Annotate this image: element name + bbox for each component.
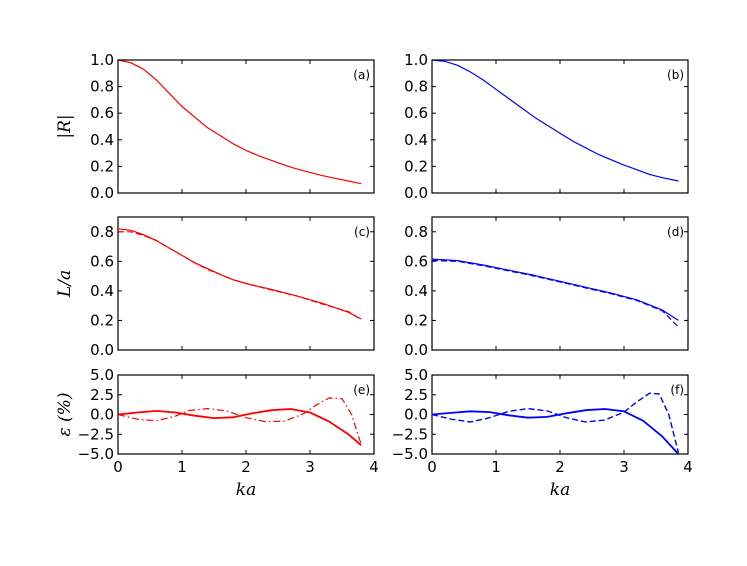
panel-label: (f) <box>670 383 684 397</box>
y-tick-label: −2.5 <box>392 425 428 443</box>
y-tick-label: 0.2 <box>90 311 114 329</box>
y-tick-label: 2.5 <box>404 386 428 404</box>
axes-frame <box>431 216 689 351</box>
y-tick-label: −5.0 <box>392 445 428 463</box>
y-tick-label: 0.0 <box>404 341 428 359</box>
x-tick-label: 1 <box>177 458 187 476</box>
y-tick-label: 0.4 <box>404 131 428 149</box>
y-tick-label: 0.0 <box>404 406 428 424</box>
y-tick-label: 0.6 <box>404 104 428 122</box>
panel-label: (e) <box>353 383 370 397</box>
y-tick-label: 5.0 <box>90 366 114 384</box>
y-tick-label: 0.4 <box>90 131 114 149</box>
axes-frame <box>117 216 375 351</box>
y-tick-label: 2.5 <box>90 386 114 404</box>
series-line-solid <box>118 60 362 185</box>
y-tick-label: 0.8 <box>90 78 114 96</box>
panel-label: (d) <box>667 225 684 239</box>
series-line-dashed <box>432 260 679 328</box>
panel-label: (c) <box>354 225 370 239</box>
y-tick-label: 0.0 <box>90 406 114 424</box>
series-line-solid <box>118 408 362 446</box>
subplot-b: 0.0 0.2 0.4 0.6 0.8 1.0 (b) <box>404 51 689 202</box>
subplot-f: 0 1 2 3 4 −5.0 −2.50.0 2.5 5.0 (f) ka <box>392 366 693 500</box>
subplot-a: 0.0 0.2 0.4 0.6 0.8 1.0 (a) |R| <box>55 51 375 202</box>
x-tick-label: 2 <box>555 458 565 476</box>
series-line-solid <box>118 228 362 320</box>
y-tick-label: 0.0 <box>90 184 114 202</box>
subplot-d: 0.0 0.2 0.4 0.6 0.8 (d) <box>404 216 689 359</box>
x-tick-label: 4 <box>369 458 379 476</box>
y-tick-label: 0.8 <box>404 223 428 241</box>
y-tick-label: 1.0 <box>404 51 428 69</box>
axes-frame <box>431 374 689 455</box>
series-line-dashdot <box>118 397 362 445</box>
x-tick-label: 4 <box>683 458 693 476</box>
subplot-e: 0 1 2 3 4 −5.0 −2.50.0 2.5 5.0 (e) ε (%) ka <box>55 366 379 500</box>
x-tick-label: 3 <box>619 458 629 476</box>
y-tick-label: 1.0 <box>90 51 114 69</box>
y-tick-label: 0.4 <box>404 282 428 300</box>
x-axis-label: ka <box>550 480 570 500</box>
panel-label: (a) <box>353 68 370 82</box>
x-tick-label: 0 <box>427 458 437 476</box>
series-line-dashed <box>432 392 680 453</box>
series-line-solid <box>432 408 680 454</box>
y-tick-label: 0.6 <box>90 104 114 122</box>
y-axis-label: ε (%) <box>55 393 75 437</box>
y-tick-label: 0.8 <box>90 223 114 241</box>
y-tick-label: −5.0 <box>78 445 114 463</box>
panel-label: (b) <box>667 68 684 82</box>
subplot-c: 0.0 0.2 0.4 0.6 0.8 (c) L/a <box>55 216 375 359</box>
y-tick-label: 0.6 <box>404 252 428 270</box>
y-tick-label: 0.8 <box>404 78 428 96</box>
axes-frame <box>117 374 375 455</box>
x-tick-label: 2 <box>241 458 251 476</box>
y-tick-label: 0.6 <box>90 252 114 270</box>
x-tick-label: 0 <box>113 458 123 476</box>
y-tick-label: 0.0 <box>404 184 428 202</box>
series-line-solid <box>432 258 679 321</box>
x-tick-label: 1 <box>491 458 501 476</box>
y-axis-label: L/a <box>55 270 75 298</box>
y-axis-label: |R| <box>55 114 75 138</box>
series-line-solid <box>432 60 679 182</box>
y-tick-label: 0.4 <box>90 282 114 300</box>
y-tick-label: −2.5 <box>78 425 114 443</box>
axes-frame <box>431 59 689 194</box>
series-line-dashed <box>118 231 362 321</box>
y-tick-label: 0.2 <box>404 311 428 329</box>
y-tick-label: 0.2 <box>404 157 428 175</box>
y-tick-label: 0.2 <box>90 157 114 175</box>
x-axis-label: ka <box>236 480 256 500</box>
y-tick-label: 0.0 <box>90 341 114 359</box>
y-tick-label: 5.0 <box>404 366 428 384</box>
x-tick-label: 3 <box>305 458 315 476</box>
axes-frame <box>117 59 375 194</box>
